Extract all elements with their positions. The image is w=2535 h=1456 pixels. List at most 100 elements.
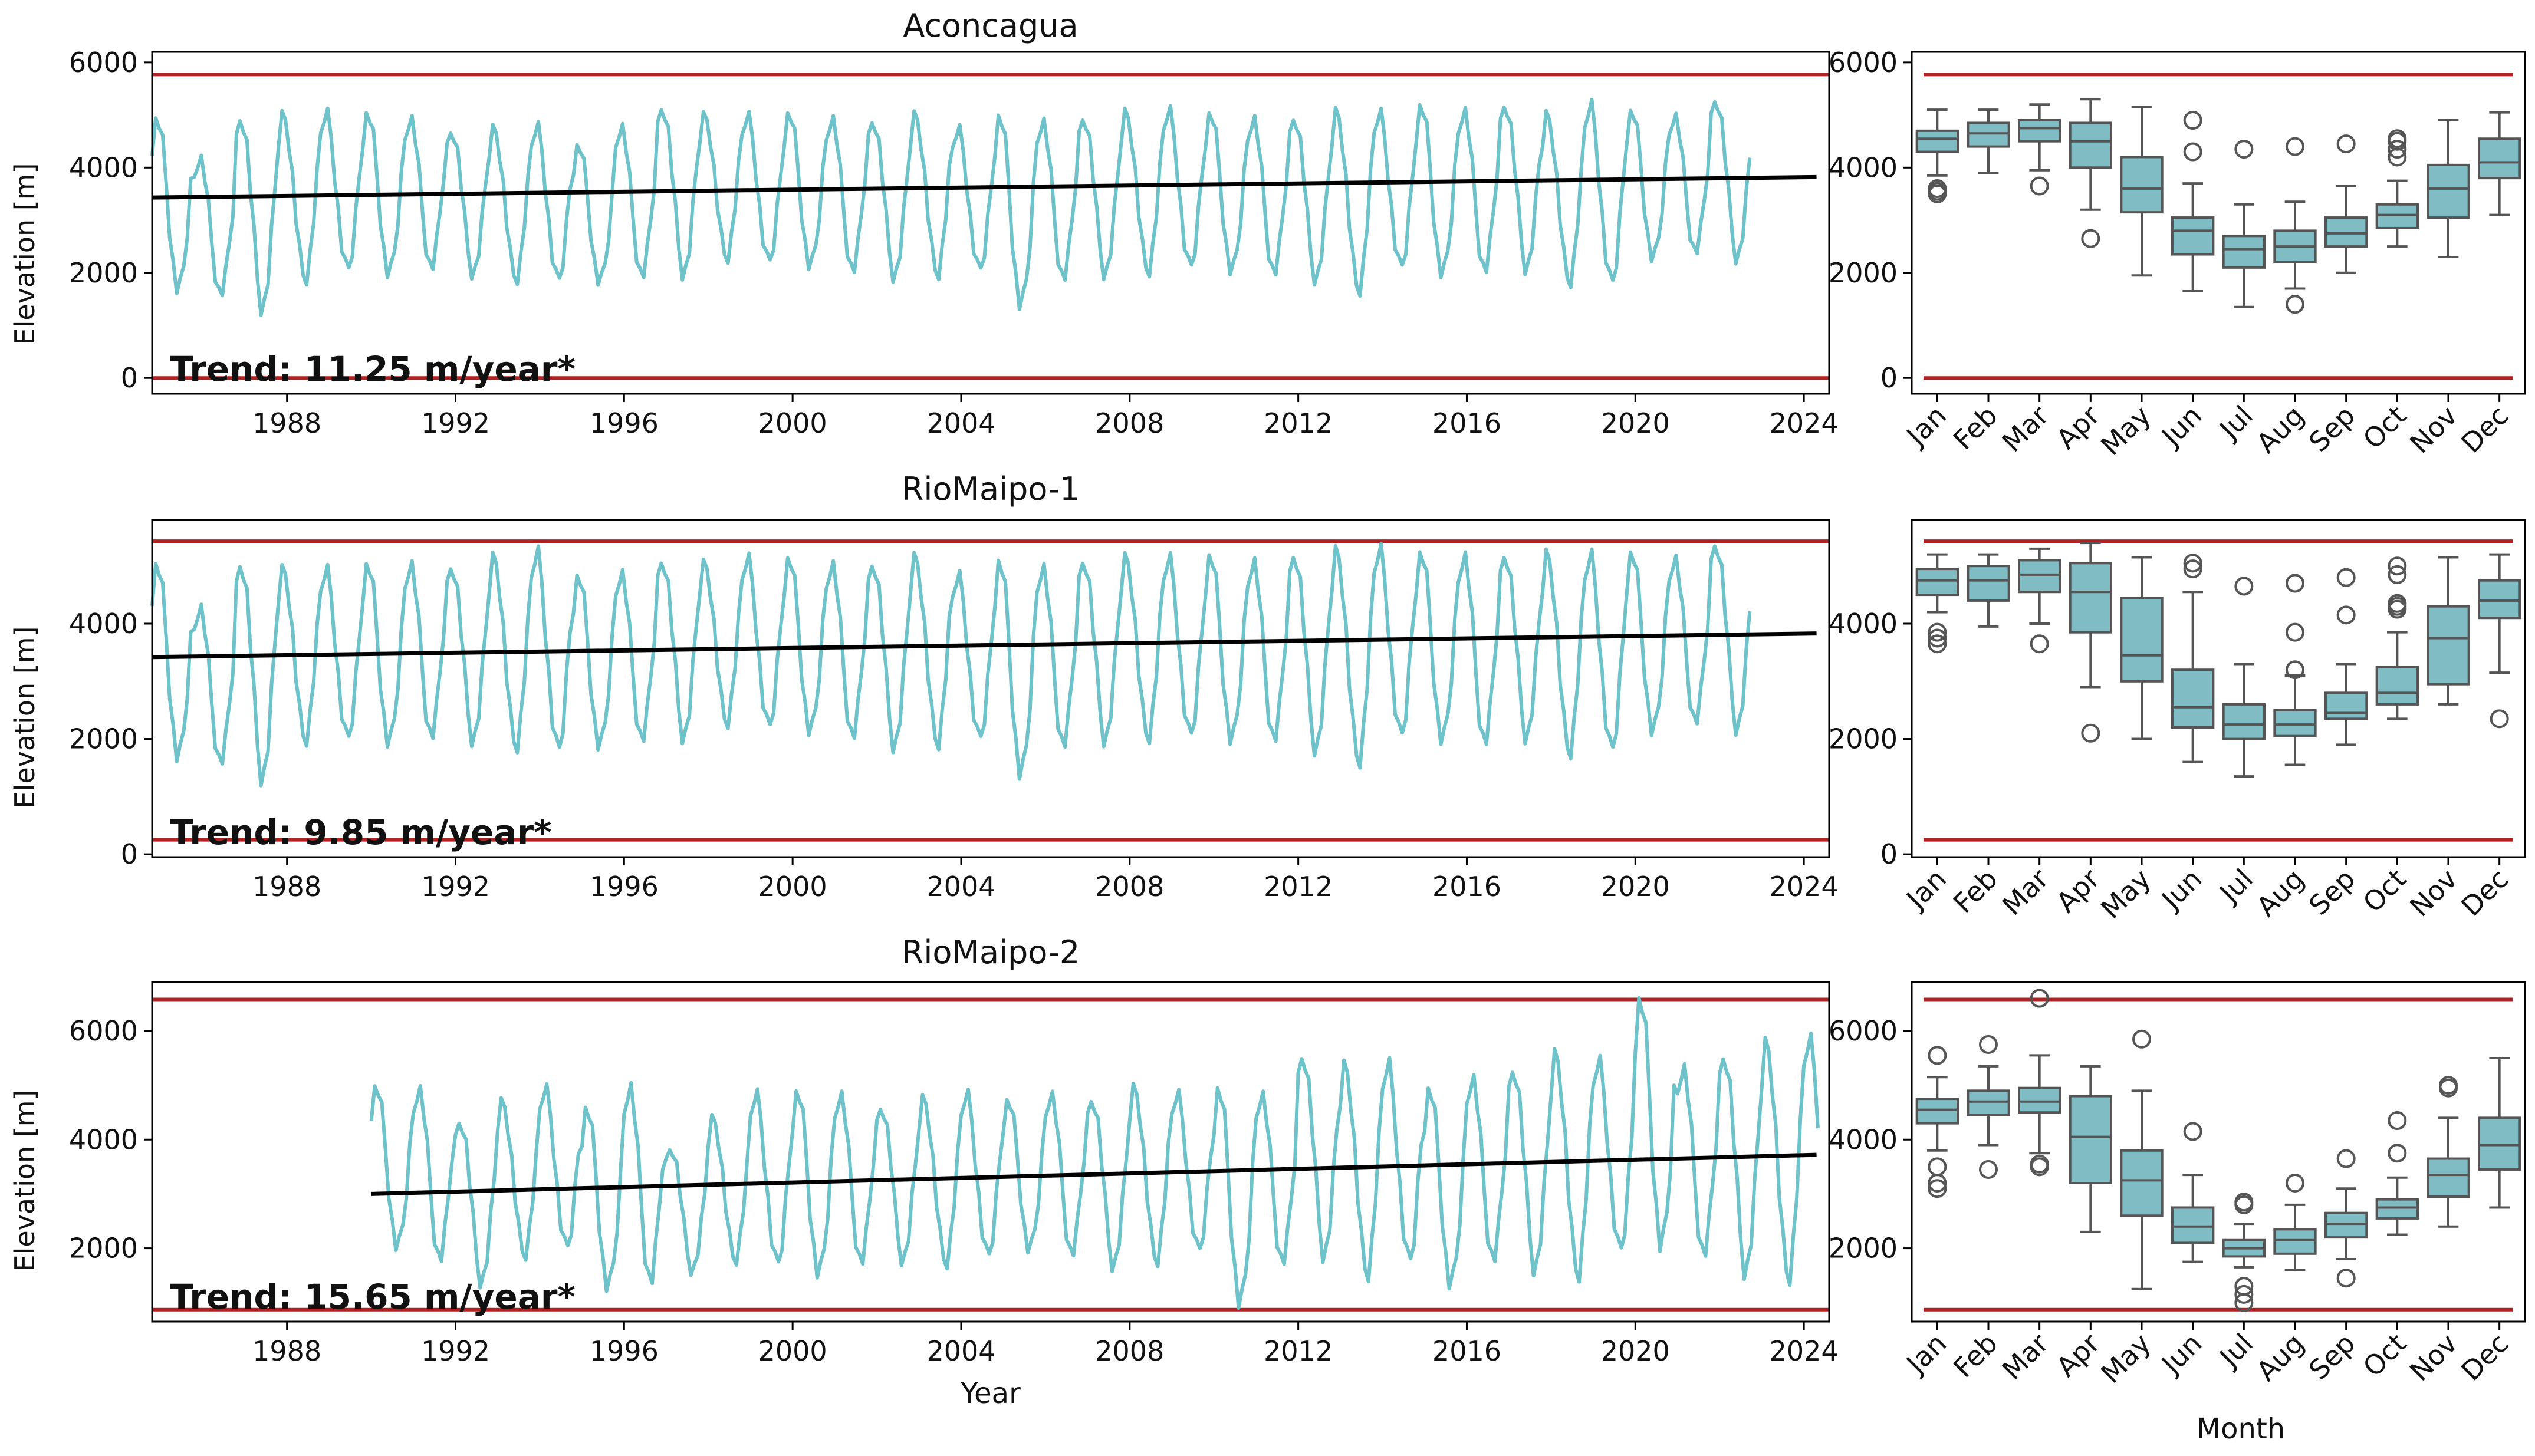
riomaipo1-boxplot-apr-box (2069, 562, 2113, 634)
riomaipo1-boxplot-dec-outlier (2490, 709, 2509, 729)
riomaipo2-boxplot-oct-box (2375, 1198, 2419, 1220)
riomaipo1-elevation-series-line (150, 542, 1752, 788)
riomaipo1-boxplot-xtick-label: Oct (2357, 863, 2412, 918)
riomaipo1-boxplot-oct-outlier (2388, 556, 2407, 576)
aconcagua-xtick-label: 2004 (926, 407, 995, 439)
riomaipo1-boxplot-apr-outlier (2081, 723, 2100, 743)
riomaipo2-xtick-label: 2008 (1095, 1335, 1164, 1367)
riomaipo1-xtick-label: 2000 (758, 871, 827, 902)
riomaipo2-boxplot-may-box (2120, 1149, 2164, 1217)
riomaipo2-boxplot-mar-outlier (2030, 1154, 2049, 1174)
riomaipo2-boxplot-sep-outlier (2336, 1269, 2356, 1288)
riomaipo2-boxplot-xtick-label: Sep (2303, 1327, 2361, 1386)
aconcagua-title: Aconcagua (903, 7, 1078, 44)
aconcagua-boxplot-jun-outlier (2183, 142, 2202, 162)
riomaipo2-boxplot-xtick-label: Mar (1996, 1327, 2055, 1386)
riomaipo2-xtick-label: 1996 (590, 1335, 659, 1367)
riomaipo2-xtick-label: 2024 (1770, 1335, 1839, 1367)
aconcagua-ytick-label: 0 (121, 362, 138, 394)
riomaipo2-xtick-label: 2004 (926, 1335, 995, 1367)
riomaipo2-boxplot-ytick-label: 4000 (1829, 1124, 1898, 1155)
riomaipo1-boxplot-aug-box (2273, 709, 2317, 737)
riomaipo2-boxplot-feb-outlier (1979, 1159, 1998, 1179)
riomaipo1-boxplot-feb-box (1967, 565, 2010, 602)
riomaipo2-boxplot-xtick-label: Feb (1947, 1327, 2004, 1384)
aconcagua-boxplot-ytick-label: 2000 (1829, 257, 1898, 289)
riomaipo1-boxplot-xtick-label: Mar (1996, 863, 2055, 922)
riomaipo1-boxplot-xtick-label: Feb (1947, 863, 2004, 920)
riomaipo2-boxplot-sep-box (2324, 1211, 2368, 1239)
timeseries-xlabel: Year (960, 1377, 1021, 1410)
riomaipo2-boxplot-jul-outlier (2234, 1277, 2254, 1296)
aconcagua-boxplot-jul-box (2222, 235, 2266, 269)
aconcagua-boxplot-xtick-label: Dec (2455, 400, 2514, 459)
riomaipo1-boxplot-oct-outlier (2388, 565, 2407, 584)
aconcagua-xtick-label: 2000 (758, 407, 827, 439)
aconcagua-boxplot-jan-outlier (1928, 179, 1947, 198)
riomaipo2-boxplot-xtick-label: Dec (2455, 1327, 2514, 1387)
riomaipo1-boxplot-xtick-label: May (2095, 863, 2156, 925)
aconcagua-boxplot-axes-frame (1911, 51, 2526, 395)
aconcagua-boxplot-ytick-label: 6000 (1829, 47, 1898, 78)
aconcagua-boxplot-xtick-label: Jan (1899, 400, 1952, 453)
riomaipo2-boxplot-xtick-label: Apr (2050, 1327, 2106, 1383)
riomaipo1-ytick-label: 2000 (69, 723, 138, 755)
aconcagua-boxplot-xtick-label: Mar (1996, 400, 2055, 459)
aconcagua-boxplot-jul-outlier (2234, 140, 2254, 159)
riomaipo1-xtick-label: 2020 (1601, 871, 1670, 902)
aconcagua-xtick-label: 1992 (421, 407, 490, 439)
riomaipo2-boxplot-xtick-label: Aug (2250, 1327, 2310, 1388)
aconcagua-boxplot-feb-box (1967, 121, 2010, 148)
riomaipo1-boxplot-xtick-label: Apr (2050, 863, 2106, 919)
riomaipo1-boxplot-may-box (2120, 597, 2164, 683)
aconcagua-boxplot-xtick-label: Oct (2357, 400, 2412, 455)
riomaipo1-boxplot-nov-box (2427, 605, 2470, 686)
riomaipo2-xtick-label: 2000 (758, 1335, 827, 1367)
aconcagua-boxplot-ytick-label: 4000 (1829, 151, 1898, 183)
aconcagua-elevation-series-line (150, 97, 1752, 317)
ylabel-top: Elevation [m] (9, 163, 41, 345)
aconcagua-ytick-label: 6000 (69, 47, 138, 78)
riomaipo2-boxplot-nov-box (2427, 1157, 2470, 1198)
aconcagua-boxplot-sep-box (2324, 216, 2368, 248)
aconcagua-xtick-label: 2012 (1264, 407, 1333, 439)
riomaipo1-boxplot-jan-outlier (1928, 634, 1947, 654)
aconcagua-timeseries-panel: Aconcagua 0 2000 4000 6000 1988 1992 1996 2000 2… (69, 7, 1839, 439)
aconcagua-xtick-label: 2024 (1770, 407, 1839, 439)
ylabel-middle: Elevation [m] (9, 627, 41, 809)
aconcagua-xtick-label: 1988 (252, 407, 321, 439)
riomaipo1-timeseries-panel: RioMaipo-1 0 2000 4000 1988 1992 1996 2000 2004… (69, 470, 1839, 902)
riomaipo1-boxplot-xtick-label: Sep (2303, 863, 2361, 921)
riomaipo2-boxplot-sep-outlier (2336, 1149, 2356, 1168)
riomaipo1-boxplot-aug-outlier (2286, 574, 2304, 593)
riomaipo2-boxplot-nov-outlier (2439, 1076, 2458, 1095)
riomaipo2-xtick-label: 2012 (1264, 1335, 1333, 1367)
riomaipo2-boxplot-aug-box (2273, 1228, 2317, 1255)
riomaipo2-boxplot-dec-box (2478, 1116, 2521, 1171)
riomaipo1-boxplot-axes-frame (1911, 519, 2526, 858)
riomaipo1-boxplot-jun-outlier (2183, 559, 2202, 579)
riomaipo1-ytick-label: 4000 (69, 608, 138, 640)
riomaipo1-xtick-label: 1992 (421, 871, 490, 902)
riomaipo1-boxplot-jul-outlier (2234, 577, 2254, 596)
riomaipo2-elevation-series-line (369, 996, 1820, 1310)
riomaipo2-boxplot-feb-box (1967, 1089, 2010, 1116)
aconcagua-xtick-label: 2008 (1095, 407, 1164, 439)
aconcagua-boxplot-xtick-label: May (2095, 400, 2156, 462)
riomaipo2-xtick-label: 2020 (1601, 1335, 1670, 1367)
riomaipo2-boxplot-feb-outlier (1979, 1035, 1998, 1054)
riomaipo1-boxplot-xtick-label: Dec (2455, 863, 2514, 923)
riomaipo2-boxplot-jun-box (2171, 1206, 2215, 1244)
aconcagua-boxplot-xtick-label: Sep (2303, 400, 2361, 458)
riomaipo1-boxplot-aug-outlier (2286, 622, 2304, 642)
riomaipo2-boxplot-may-outlier (2132, 1029, 2151, 1049)
riomaipo1-boxplot-sep-outlier (2336, 568, 2356, 587)
riomaipo2-boxplot-xtick-label: May (2095, 1327, 2156, 1389)
riomaipo2-boxplot-ytick-label: 2000 (1829, 1233, 1898, 1264)
riomaipo1-trend-line (152, 631, 1817, 660)
riomaipo2-boxplot-jun-outlier (2183, 1122, 2202, 1141)
aconcagua-boxplot-may-box (2120, 156, 2164, 214)
aconcagua-boxplot-ytick-label: 0 (1880, 362, 1898, 394)
riomaipo2-ytick-label: 6000 (69, 1015, 138, 1047)
